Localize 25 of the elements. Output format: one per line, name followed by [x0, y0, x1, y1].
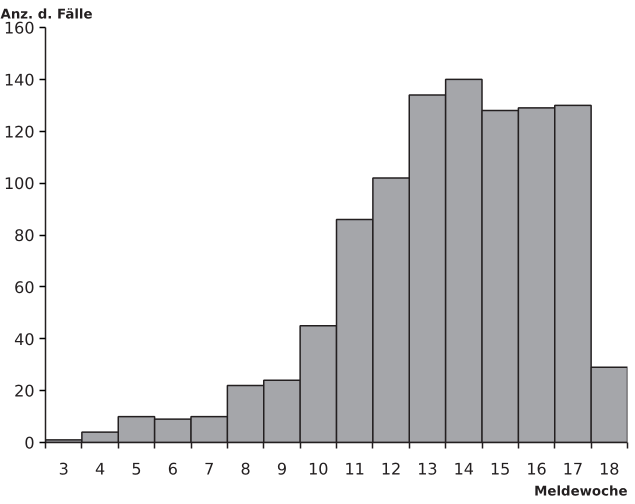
- x-tick-label: 18: [599, 460, 620, 478]
- x-tick-label: 11: [344, 460, 365, 478]
- y-tick-label: 0: [24, 434, 35, 452]
- y-tick-label: 60: [14, 278, 34, 297]
- y-tick-label: 20: [14, 382, 34, 401]
- x-tick-label: 6: [168, 460, 178, 478]
- x-tick-label: 16: [526, 460, 547, 478]
- x-tick-label: 7: [204, 460, 214, 478]
- x-tick-label: 8: [240, 460, 251, 478]
- y-tick-label: 140: [4, 70, 35, 90]
- x-tick-label: 14: [454, 460, 474, 478]
- y-tick-label: 120: [4, 122, 35, 142]
- x-tick-label: 12: [380, 460, 402, 478]
- x-tick-label: 5: [131, 460, 142, 478]
- x-tick-label: 3: [58, 460, 69, 478]
- x-tick-label: 15: [490, 460, 510, 478]
- x-tick-label: 9: [276, 460, 288, 478]
- x-tick-label: 13: [417, 460, 438, 478]
- x-tick-label: 10: [308, 460, 328, 478]
- x-axis-title: Meldewoche: [534, 484, 628, 500]
- y-tick-label: 80: [14, 226, 34, 245]
- y-tick-label: 100: [4, 174, 35, 194]
- y-tick-label: 40: [14, 330, 34, 349]
- x-tick-label: 17: [562, 460, 584, 478]
- x-tick-label: 4: [94, 460, 106, 478]
